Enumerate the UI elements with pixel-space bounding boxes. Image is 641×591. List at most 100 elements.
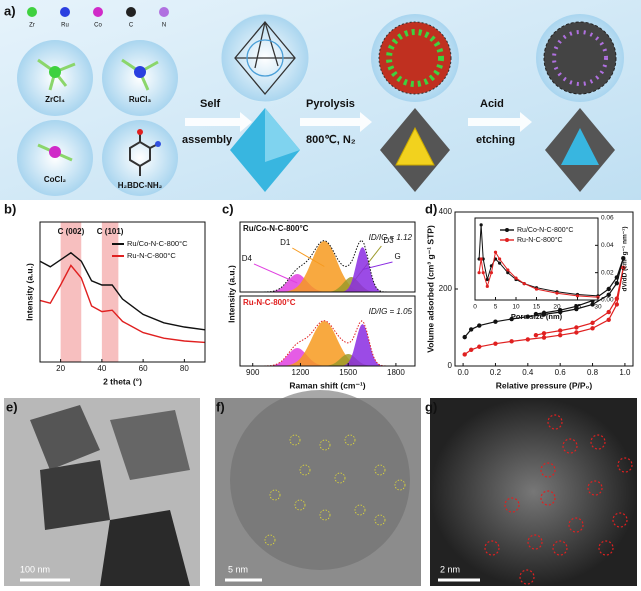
carbon-cage-detail: [552, 30, 608, 86]
peak-label: D4: [242, 254, 253, 263]
atom-marks: [484, 414, 633, 585]
data-point: [479, 257, 483, 261]
plot-frame: [239, 221, 416, 293]
panel-label: f): [216, 399, 225, 414]
scale-bar-label: 2 nm: [440, 564, 460, 574]
data-point: [606, 317, 611, 322]
data-point: [506, 271, 510, 275]
data-point: [533, 333, 539, 338]
data-point: [509, 316, 514, 322]
fitted-peak: [240, 241, 415, 292]
peak-leader: [253, 263, 298, 284]
octahedron-face: [265, 108, 300, 162]
panel-label: g): [425, 399, 437, 414]
fitted-peak: [240, 348, 415, 366]
data-point: [493, 319, 498, 324]
data-point: [468, 327, 474, 332]
data-point: [590, 302, 595, 307]
x-tick-label: 0.0: [458, 368, 470, 377]
step-label: 800℃, N₂: [306, 134, 356, 146]
legend-dot: [159, 7, 169, 17]
plot-frame: [39, 221, 206, 363]
scale-bar-label: 5 nm: [228, 564, 248, 574]
texture: [230, 390, 410, 570]
x-tick-label: 0.8: [587, 368, 599, 377]
data-point: [621, 256, 626, 261]
data-point: [493, 250, 498, 254]
legend-label: N: [162, 23, 166, 29]
octahedra: [220, 13, 624, 192]
legend-label: Co: [94, 23, 102, 29]
x-axis-label: Raman shift (cm⁻¹): [289, 380, 365, 390]
precursor-label: CoCl₂: [44, 175, 67, 184]
cluster-marks: [264, 434, 406, 546]
data-point: [614, 281, 620, 286]
data-point: [468, 347, 474, 353]
panel-label: e): [6, 399, 18, 414]
y-tick-label: 0: [448, 361, 453, 370]
peak-label: G: [395, 252, 401, 261]
panel-label: c): [222, 201, 234, 216]
step-label: Self: [200, 98, 221, 110]
data-point: [481, 271, 485, 275]
step-label: Acid: [480, 98, 504, 110]
data-point: [533, 311, 539, 317]
x-tick-label: 30: [594, 304, 602, 311]
data-point: [621, 265, 626, 271]
y-axis-label: Volume adsorbed (cm³ g⁻¹ STP): [425, 225, 435, 353]
x-tick-label: 1500: [339, 368, 357, 377]
x-axis-label: 2 theta (°): [103, 376, 142, 386]
atom: [155, 141, 161, 147]
legend-dot: [126, 7, 136, 17]
data-point: [541, 310, 547, 316]
carbon-cage-detail: [386, 29, 444, 87]
ratio-label: ID/IG = 1.05: [369, 307, 413, 316]
data-point: [614, 275, 620, 280]
x-tick-label: 1200: [292, 368, 310, 377]
data-point: [477, 271, 481, 275]
data-point: [541, 335, 547, 340]
fitted-peak: [240, 324, 415, 366]
data-point: [509, 339, 514, 344]
fitted-peak: [240, 274, 415, 292]
x-tick-label: 0.4: [522, 368, 534, 377]
y-tick-label: 0.04: [601, 242, 614, 249]
data-point: [574, 304, 579, 309]
legend-dot: [60, 7, 70, 17]
x-tick-label: 5: [494, 304, 498, 311]
x-tick-label: 0.6: [555, 368, 567, 377]
haadf-image: [430, 398, 637, 586]
data-point: [498, 257, 502, 261]
data-point: [541, 331, 547, 336]
peak-band: [60, 222, 82, 362]
data-point: [606, 309, 611, 315]
precursor-label: H₂BDC-NH₂: [118, 181, 163, 190]
data-point: [590, 326, 595, 331]
element-legend: Zr Ru Co C N: [27, 7, 169, 29]
step-label: assembly: [182, 134, 233, 146]
y-tick-label: 0.02: [601, 269, 614, 276]
y-tick-label: 0.06: [601, 215, 614, 222]
mof-cage: [234, 20, 296, 96]
band-label: C (002): [58, 227, 85, 236]
legend-label: C: [129, 23, 134, 29]
peak-leader: [362, 261, 393, 270]
peak-leader: [292, 247, 325, 267]
data-point: [525, 314, 531, 319]
particle: [100, 510, 190, 586]
data-point: [477, 344, 482, 349]
spectrum-label: Ru/Co-N-C-800°C: [243, 224, 309, 233]
core: [561, 128, 599, 165]
legend-marker: [505, 238, 509, 242]
data-point: [477, 323, 482, 328]
x-tick-label: 20: [56, 364, 65, 373]
isotherm-line: [464, 258, 624, 338]
peak-label: D3: [383, 236, 394, 245]
band-label: C (101): [97, 227, 124, 236]
step-label: Pyrolysis: [306, 98, 355, 110]
data-point: [574, 325, 579, 330]
legend-marker: [505, 228, 509, 232]
precursors: ZrCl₄ RuCl₃ CoCl₂ H₂BDC-NH₂: [17, 40, 178, 196]
data-point: [514, 276, 518, 280]
